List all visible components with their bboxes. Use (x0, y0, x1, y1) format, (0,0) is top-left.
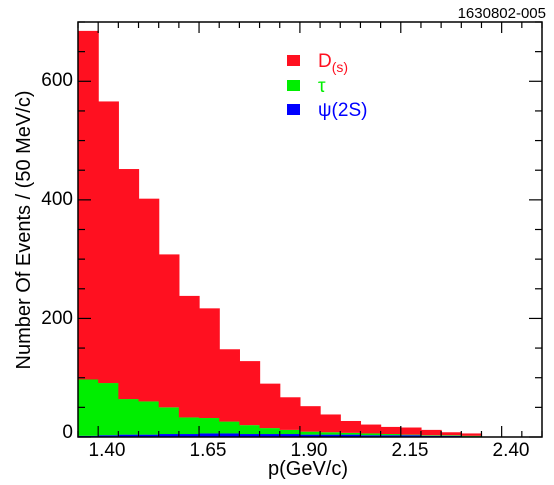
bar-tau-3 (118, 399, 140, 435)
x-axis-title: p(GeV/c) (268, 458, 348, 480)
bar-ds-12 (299, 406, 321, 432)
x-tick-label-4: 2.15 (392, 440, 429, 461)
bar-tau-10 (259, 428, 281, 435)
bar-psi2s-13 (320, 434, 341, 437)
x-tick-label-5: 2.40 (493, 440, 530, 461)
legend-label-psi2s: ψ(2S) (318, 100, 367, 121)
legend-swatch-psi2s (287, 104, 300, 115)
bar-tau-4 (138, 401, 160, 435)
bar-psi2s-2 (98, 435, 119, 437)
bar-psi2s-12 (299, 434, 321, 437)
x-tick-label-2: 1.65 (190, 440, 227, 461)
bar-tau-19 (441, 435, 462, 436)
bar-ds-1 (78, 30, 99, 380)
bar-tau-15 (360, 433, 382, 436)
bar-ds-6 (178, 295, 200, 418)
bar-tau-5 (158, 407, 180, 435)
bar-ds-13 (320, 414, 341, 433)
bar-psi2s-5 (158, 434, 180, 437)
bar-tau-9 (239, 425, 261, 435)
bar-psi2s-4 (138, 434, 160, 437)
bar-ds-2 (98, 101, 119, 384)
bar-tau-16 (380, 434, 402, 436)
figure-id: 1630802-005 (458, 5, 546, 22)
bar-tau-7 (199, 418, 220, 434)
bar-tau-18 (420, 435, 442, 436)
bar-ds-5 (158, 254, 180, 408)
y-tick-label-600: 600 (41, 70, 73, 91)
bar-ds-15 (360, 424, 382, 434)
axis-ticks (77, 21, 543, 438)
x-tick-label-3: 1.90 (291, 440, 328, 461)
bar-ds-14 (340, 420, 362, 433)
y-tick-label-200: 200 (41, 308, 73, 329)
bar-psi2s-6 (178, 434, 200, 437)
bar-psi2s-8 (219, 433, 240, 437)
bar-ds-4 (138, 198, 160, 402)
bar-ds-16 (380, 426, 402, 435)
legend: D(s) τ ψ(2S) (287, 51, 367, 121)
bar-psi2s-3 (118, 434, 140, 437)
x-tick-label-1: 1.40 (89, 440, 126, 461)
bar-psi2s-7 (199, 433, 220, 437)
bar-tau-1 (78, 379, 99, 436)
bar-tau-11 (279, 429, 301, 435)
bar-tau-20 (461, 435, 483, 437)
bar-psi2s-14 (340, 434, 362, 437)
y-axis-title: Number Of Events / (50 MeV/c) (13, 91, 35, 370)
legend-swatch-ds (287, 55, 300, 66)
histogram-bars (78, 30, 483, 437)
bar-tau-2 (98, 383, 119, 436)
bar-tau-6 (178, 417, 200, 435)
bar-tau-13 (320, 432, 341, 435)
bar-tau-17 (400, 434, 422, 436)
y-tick-label-0: 0 (62, 422, 73, 443)
legend-label-ds: D(s) (318, 51, 348, 75)
bar-ds-19 (441, 432, 462, 436)
bar-ds-20 (461, 433, 483, 436)
bar-ds-3 (118, 169, 140, 400)
bar-tau-14 (340, 432, 362, 435)
bar-ds-10 (259, 383, 281, 429)
bar-tau-12 (299, 431, 321, 435)
bar-ds-17 (400, 427, 422, 435)
bar-ds-9 (239, 361, 261, 426)
bar-psi2s-16 (380, 435, 402, 437)
bar-psi2s-10 (259, 434, 281, 437)
bar-tau-8 (219, 421, 240, 434)
legend-swatch-tau (287, 80, 300, 91)
bar-psi2s-17 (400, 435, 422, 437)
bar-ds-8 (219, 349, 240, 422)
bar-ds-7 (199, 308, 220, 419)
bar-psi2s-9 (239, 434, 261, 437)
bar-psi2s-15 (360, 435, 382, 437)
y-tick-label-400: 400 (41, 189, 73, 210)
bar-ds-18 (420, 429, 442, 436)
legend-label-tau: τ (318, 76, 326, 97)
bar-ds-11 (279, 397, 301, 430)
bar-psi2s-11 (279, 434, 301, 437)
